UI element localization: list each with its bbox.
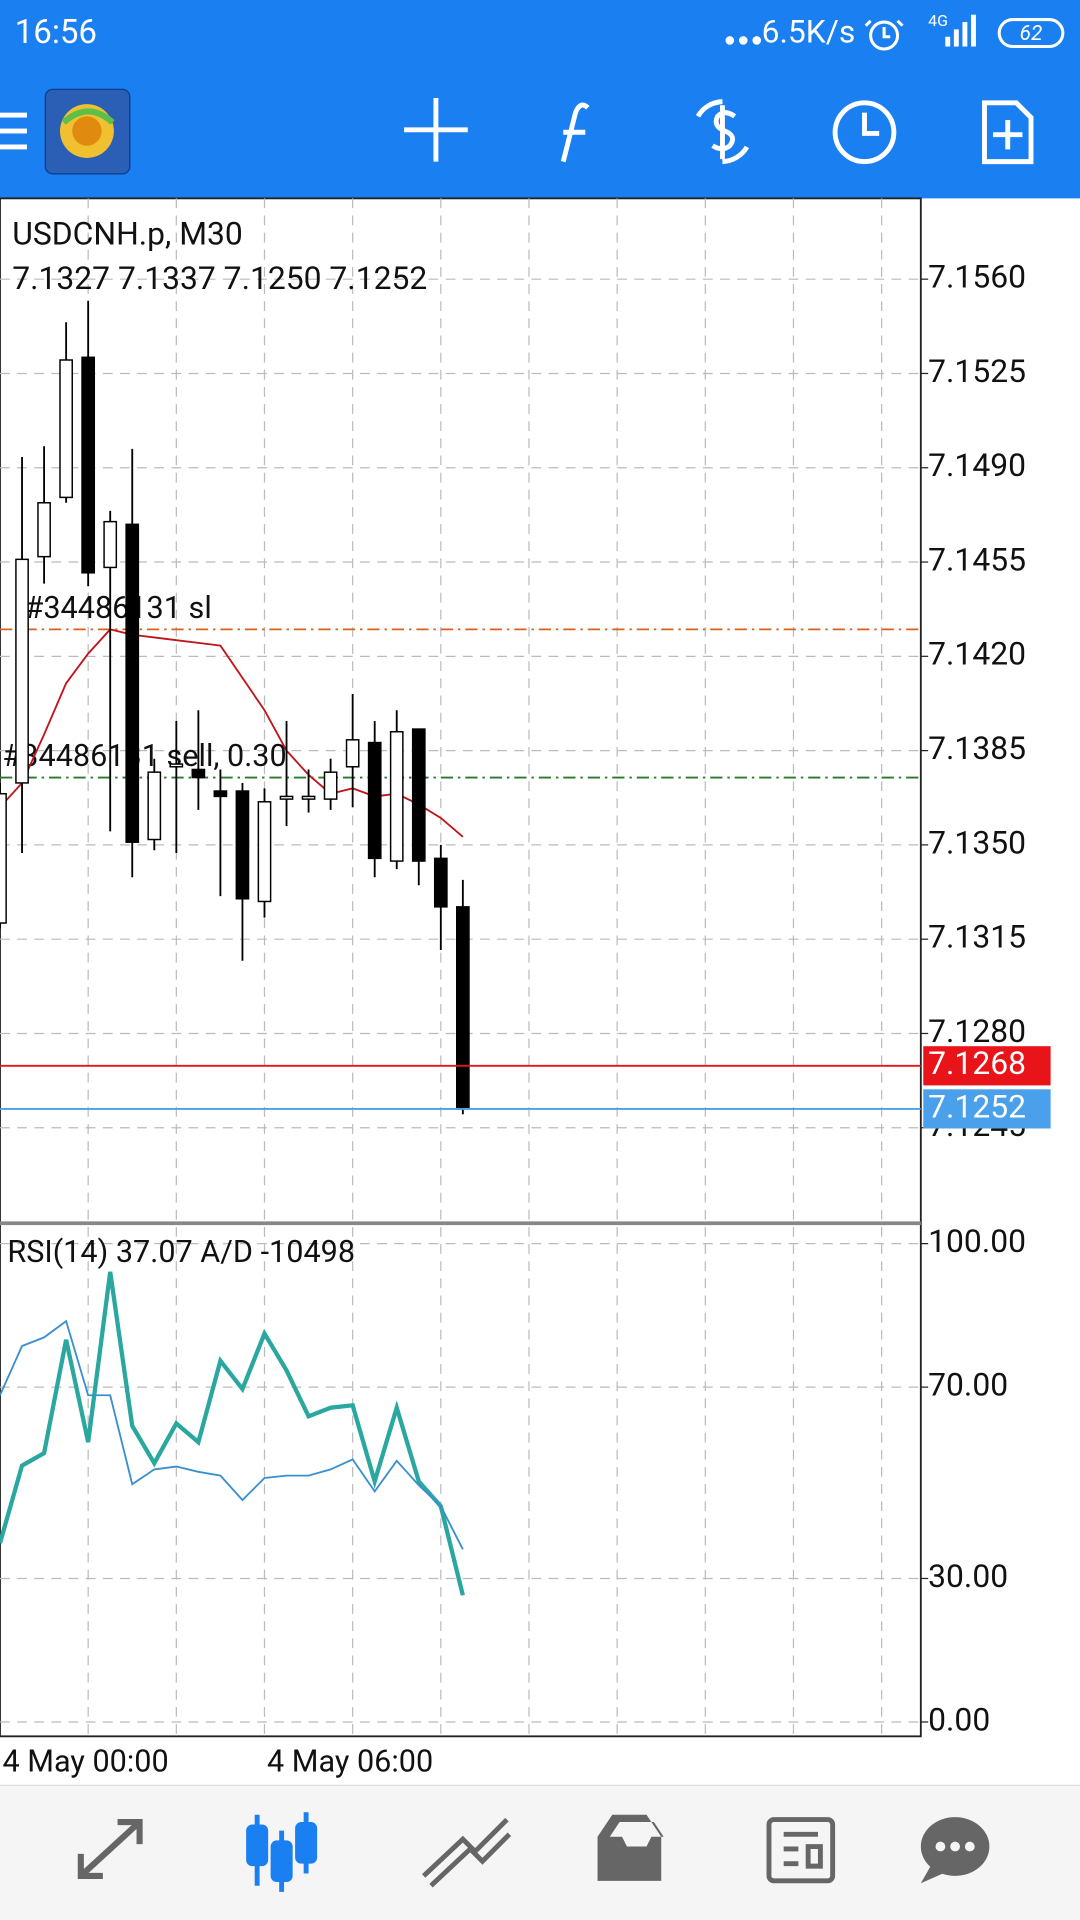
price-marker-label: 7.1252 bbox=[928, 1087, 1026, 1125]
status-time: 16:56 bbox=[15, 13, 97, 52]
candle-body bbox=[389, 731, 404, 862]
x-tick-label: 4 May 00:00 bbox=[2, 1744, 168, 1779]
y-tick-label: 0.00 bbox=[928, 1700, 990, 1738]
candle-body bbox=[37, 502, 51, 558]
alarm-icon bbox=[864, 19, 904, 51]
y-tick-label: 7.1490 bbox=[928, 446, 1026, 484]
price-marker bbox=[923, 1046, 1051, 1086]
price-chart: 7.1560 7.1525 7.1490 7.1455 7.1420 7.1385 7.13… bbox=[0, 215, 1051, 1779]
y-tick-label: 7.1385 bbox=[928, 729, 1026, 767]
indicator-title: RSI(14) 37.07 A/D -10498 bbox=[7, 1235, 355, 1270]
candle-body bbox=[257, 801, 272, 903]
crosshair-button[interactable] bbox=[404, 97, 468, 162]
candle-body bbox=[301, 795, 316, 800]
battery-icon bbox=[997, 18, 1065, 49]
indicator-line bbox=[0, 1319, 464, 1550]
y-tick-label: 100.00 bbox=[928, 1222, 1026, 1260]
chat-tab[interactable] bbox=[920, 1817, 990, 1884]
y-tick-label: 7.1350 bbox=[928, 823, 1026, 861]
status-dots bbox=[725, 36, 762, 45]
candle-body bbox=[59, 359, 73, 499]
signal-icon bbox=[945, 14, 976, 47]
y-tick-label: 7.1315 bbox=[928, 918, 1026, 956]
status-network: 4G bbox=[928, 11, 948, 30]
news-tab[interactable] bbox=[766, 1817, 836, 1884]
app-bar bbox=[0, 0, 1080, 199]
candle-body bbox=[125, 523, 140, 843]
candle-body bbox=[191, 768, 206, 779]
trade-tab[interactable] bbox=[421, 1817, 512, 1888]
candle-body bbox=[15, 558, 29, 784]
candle-body bbox=[367, 741, 382, 860]
y-tick-label: 70.00 bbox=[928, 1366, 1008, 1404]
candle-body bbox=[147, 771, 162, 841]
indicator-line bbox=[0, 1271, 465, 1596]
trade-button[interactable] bbox=[695, 99, 750, 165]
app-icon[interactable] bbox=[44, 88, 131, 175]
candle-body bbox=[433, 857, 448, 908]
y-tick-label: 7.1525 bbox=[928, 352, 1026, 390]
candle-body bbox=[345, 739, 360, 768]
candle-body bbox=[235, 790, 250, 900]
plot-area bbox=[0, 1271, 465, 1596]
chart-tab[interactable] bbox=[246, 1812, 318, 1892]
history-button[interactable] bbox=[832, 100, 897, 165]
candle-body bbox=[323, 771, 338, 800]
y-tick-label: 7.1280 bbox=[928, 1012, 1026, 1050]
candle-body bbox=[169, 763, 184, 768]
battery-level: 62 bbox=[1020, 22, 1043, 46]
history-tab[interactable] bbox=[597, 1814, 664, 1881]
moving-average bbox=[0, 628, 464, 838]
quotes-tab[interactable] bbox=[77, 1818, 143, 1879]
x-tick-label: 4 May 06:00 bbox=[267, 1744, 433, 1779]
rsi-chart: 100.00 70.00 30.00 0.00 RSI(14) 37.07 A/D -1… bbox=[0, 1222, 1026, 1738]
candle-body bbox=[81, 356, 96, 574]
price-marker bbox=[923, 1089, 1051, 1129]
candle-body bbox=[0, 792, 7, 924]
candle-body bbox=[411, 728, 426, 862]
y-tick-label: 7.1455 bbox=[928, 540, 1026, 578]
new-order-button[interactable] bbox=[982, 100, 1034, 165]
candle-body bbox=[103, 520, 118, 569]
menu-button[interactable] bbox=[0, 112, 27, 150]
bottom-nav bbox=[0, 1785, 1080, 1920]
order-label: #34486131 sl bbox=[24, 591, 211, 626]
y-tick-label: 7.1420 bbox=[928, 635, 1026, 673]
y-tick-label: 7.1560 bbox=[928, 258, 1026, 296]
y-tick-label: 30.00 bbox=[928, 1557, 1008, 1595]
chart-title: USDCNH.p, M30 bbox=[12, 215, 243, 253]
plot-area: #34486131 sl #34486131 sell, 0.30 bbox=[0, 300, 921, 1115]
ohlc-label: 7.1327 7.1337 7.1250 7.1252 bbox=[12, 259, 427, 297]
candle-body bbox=[279, 795, 294, 800]
candle-body bbox=[456, 906, 470, 1110]
candle-body bbox=[213, 790, 228, 798]
indicators-button[interactable] bbox=[560, 102, 590, 163]
price-marker-label: 7.1268 bbox=[928, 1044, 1026, 1082]
status-speed: 6.5K/s bbox=[762, 13, 856, 51]
order-label: #34486131 sell, 0.30 bbox=[2, 739, 286, 774]
